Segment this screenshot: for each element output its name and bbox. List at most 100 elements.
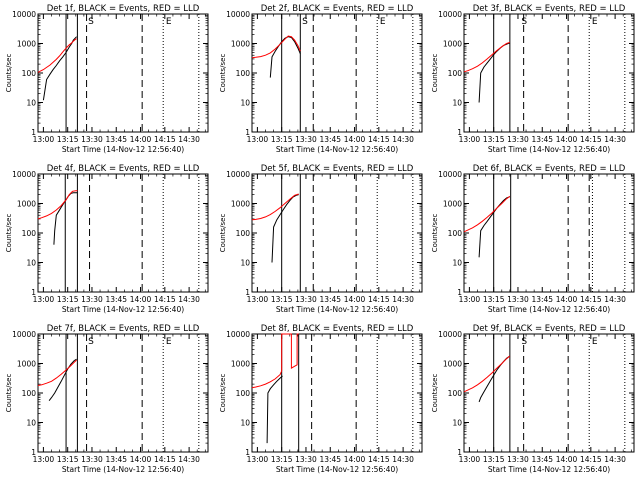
x-tick-label: 13:30 [507,295,529,304]
y-tick-label: 100 [236,389,251,398]
x-tick-label: 14:00 [344,135,366,144]
flag-label: E [592,17,598,27]
y-tick-label: 10 [26,99,36,108]
x-axis-label: Start Time (14-Nov-12 12:56:40) [276,145,398,154]
x-tick-label: 14:00 [344,455,366,464]
y-tick-label: 10 [452,99,462,108]
x-axis-label: Start Time (14-Nov-12 12:56:40) [488,465,610,474]
x-tick-label: 14:00 [556,135,578,144]
y-tick-label: 10 [240,99,250,108]
x-tick-label: 13:15 [57,135,79,144]
y-tick-label: 100 [22,69,37,78]
x-tick-label: 14:15 [368,295,390,304]
x-tick-label: 14:15 [580,295,602,304]
series-events-line [42,36,77,101]
panel-title: Det 4f, BLACK = Events, RED = LLD [47,164,200,174]
series-events-line [269,36,301,78]
x-tick-label: 13:45 [105,135,127,144]
y-tick-label: 1 [31,128,36,137]
detector-panel-6: Det 6f, BLACK = Events, RED = LLD 1 10 100 1… [431,164,635,314]
x-tick-label: 14:00 [556,455,578,464]
x-tick-label: 14:15 [580,135,602,144]
detector-panel-3: Det 3f, BLACK = Events, RED = LLD 1 10 100 1… [431,4,635,154]
flag-label: S [88,337,94,347]
panel-title: Det 3f, BLACK = Events, RED = LLD [473,4,626,14]
flag-label: S [88,17,94,27]
y-tick-label: 100 [22,389,37,398]
x-tick-label: 14:00 [130,135,152,144]
x-tick-label: 13:15 [57,455,79,464]
detector-panel-7: Det 7f, BLACK = Events, RED = LLD 1 10 100 1… [5,324,209,474]
x-tick-label: 13:15 [483,295,505,304]
detector-panel-8: Det 8f, BLACK = Events, RED = LLD 1 10 100 1… [219,324,423,474]
panel-title: Det 2f, BLACK = Events, RED = LLD [261,4,414,14]
x-tick-label: 14:15 [154,455,176,464]
x-tick-label: 13:00 [247,135,269,144]
x-tick-label: 13:45 [531,135,553,144]
x-axis-label: Start Time (14-Nov-12 12:56:40) [488,145,610,154]
x-tick-label: 13:30 [81,295,103,304]
x-tick-label: 13:45 [531,295,553,304]
panel-title: Det 1f, BLACK = Events, RED = LLD [47,4,200,14]
x-tick-label: 13:45 [531,455,553,464]
x-tick-label: 14:00 [130,455,152,464]
series-lld-line [463,355,511,393]
y-axis-label: Counts/sec [219,214,227,253]
series-lld-line [251,333,299,389]
x-tick-label: 14:30 [178,455,200,464]
x-tick-label: 13:30 [507,135,529,144]
series-events-line [266,375,283,444]
y-axis-label: Counts/sec [5,374,13,413]
x-tick-label: 13:15 [483,135,505,144]
x-axis-label: Start Time (14-Nov-12 12:56:40) [488,305,610,314]
x-tick-label: 13:00 [459,455,481,464]
y-tick-label: 1 [245,448,250,457]
x-tick-label: 13:30 [507,455,529,464]
detector-panel-9: Det 9f, BLACK = Events, RED = LLD 1 10 100 1… [431,324,635,474]
x-tick-label: 14:30 [604,455,626,464]
x-tick-label: 13:15 [271,455,293,464]
y-tick-label: 10000 [12,10,36,19]
x-tick-label: 14:00 [344,295,366,304]
y-tick-label: 10000 [12,170,36,179]
x-tick-label: 13:00 [33,295,55,304]
flag-label: E [166,17,172,27]
x-tick-label: 14:00 [130,295,152,304]
x-tick-label: 13:30 [81,135,103,144]
x-tick-label: 14:30 [604,135,626,144]
y-tick-label: 100 [448,69,463,78]
y-tick-label: 1000 [231,40,250,49]
y-tick-label: 10 [240,419,250,428]
x-tick-label: 14:30 [604,295,626,304]
x-tick-label: 13:30 [295,135,317,144]
x-tick-label: 14:15 [580,455,602,464]
y-axis-label: Counts/sec [431,374,439,413]
x-tick-label: 14:30 [392,135,414,144]
y-axis-label: Counts/sec [431,54,439,93]
y-tick-label: 100 [448,389,463,398]
y-tick-label: 10000 [226,170,250,179]
x-tick-label: 14:30 [178,135,200,144]
series-lld-line [463,195,511,233]
y-tick-label: 100 [236,69,251,78]
y-tick-label: 10 [452,419,462,428]
flag-label: E [380,17,386,27]
series-lld-line [251,35,301,59]
y-tick-label: 1000 [231,360,250,369]
y-tick-label: 10 [452,259,462,268]
x-tick-label: 14:15 [154,135,176,144]
series-lld-line [37,359,77,386]
x-axis-label: Start Time (14-Nov-12 12:56:40) [62,145,184,154]
x-tick-label: 13:45 [319,295,341,304]
flag-label: E [166,337,172,347]
y-tick-label: 10000 [438,10,462,19]
y-axis-label: Counts/sec [219,54,227,93]
x-tick-label: 13:45 [319,135,341,144]
x-tick-label: 13:00 [247,295,269,304]
x-tick-label: 13:15 [57,295,79,304]
x-tick-label: 13:15 [271,295,293,304]
detector-panel-5: Det 5f, BLACK = Events, RED = LLD 1 10 100 1… [219,164,423,314]
x-tick-label: 14:30 [392,295,414,304]
x-tick-label: 14:30 [178,295,200,304]
x-tick-label: 13:00 [33,135,55,144]
